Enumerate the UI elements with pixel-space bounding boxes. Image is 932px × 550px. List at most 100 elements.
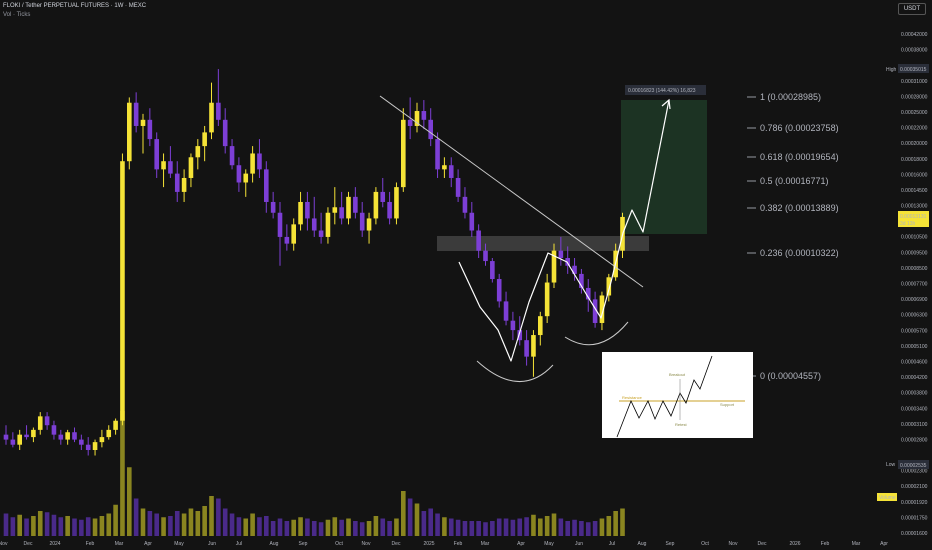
volume-bar [140, 508, 146, 536]
candle-body [366, 218, 372, 231]
volume-bar [353, 521, 358, 536]
volume-tag-box [877, 493, 897, 501]
candle-body [483, 250, 488, 262]
volume-bar [551, 513, 557, 536]
candle-body [318, 230, 324, 237]
fib-label: 0.618 (0.00019654) [760, 152, 839, 162]
candle-body [147, 119, 153, 140]
candle-body [311, 218, 317, 231]
candle-body [24, 434, 29, 438]
candle-body [401, 119, 406, 188]
volume-bar [401, 491, 406, 536]
candle-body [85, 444, 91, 451]
candle-body [127, 102, 132, 162]
volume-bar [318, 522, 324, 536]
low-tag-box [898, 460, 929, 469]
volume-bar [209, 496, 214, 536]
candle-body [92, 442, 98, 451]
candle-body [592, 299, 598, 323]
volume-bar [58, 517, 64, 536]
time-tick-label: Dec [24, 541, 33, 547]
currency-selector[interactable]: USDT [898, 3, 926, 15]
volume-bar [250, 513, 255, 536]
volume-bar [10, 517, 16, 536]
candle-body [524, 340, 529, 357]
price-tick-label: 0.00008500 [901, 266, 928, 272]
time-tick-label: 2026 [789, 541, 800, 547]
current-price-tag [898, 211, 929, 227]
volume-bar [490, 521, 495, 536]
time-tick-label: May [544, 541, 554, 547]
candle-body [407, 119, 413, 126]
volume-bar [496, 518, 502, 536]
candle-body [421, 111, 427, 120]
time-tick-label: 2025 [423, 541, 434, 547]
volume-bar [579, 521, 584, 536]
price-tick-label: 0.00018000 [901, 157, 928, 163]
time-axis: Nov Dec 2024 Feb Mar Apr May Jun Jul Aug Sep Oct Nov… [0, 541, 888, 547]
time-tick-label: Jun [208, 541, 216, 547]
fib-label: 0.786 (0.00023758) [760, 123, 839, 133]
volume-bar [455, 519, 461, 536]
price-tick-label: 0.00003400 [901, 406, 928, 412]
price-tick-label: 0.00014500 [901, 188, 928, 194]
volume-bar [339, 519, 344, 536]
candle-body [161, 161, 166, 170]
time-tick-label: Dec [392, 541, 401, 547]
resistance-zone [437, 236, 649, 251]
volume-bar [51, 514, 57, 536]
volume-bars [3, 411, 625, 536]
volume-bar [442, 517, 447, 536]
candle-body [599, 295, 605, 323]
candle-body [325, 212, 331, 237]
candle-body [585, 287, 591, 300]
candle-body [174, 173, 180, 192]
volume-bar [99, 516, 105, 536]
volume-bar [92, 518, 98, 536]
candle-body [291, 224, 296, 244]
candle-body [154, 139, 159, 170]
volume-bar [65, 516, 70, 536]
volume-bar [421, 511, 427, 536]
volume-bar [24, 518, 29, 536]
candle-body [510, 320, 516, 331]
candle-body [270, 201, 276, 213]
arrow-head-icon [661, 98, 671, 110]
trendline [379, 95, 644, 288]
volume-bar [510, 519, 516, 536]
volume-bar [168, 516, 173, 536]
candle-body [544, 282, 550, 317]
volume-bar [305, 518, 310, 536]
candle-body [202, 132, 207, 147]
candle-body [490, 261, 495, 280]
price-tick-label: 0.00002800 [901, 437, 928, 443]
high-tag-label: High [886, 67, 897, 73]
volume-bar [448, 518, 454, 536]
volume-bar [325, 519, 331, 536]
volume-indicator-label: Vol · Ticks [3, 12, 31, 18]
volume-bar [538, 518, 543, 536]
candle-body [195, 146, 201, 158]
volume-bar [298, 517, 303, 536]
candle-body [181, 177, 187, 192]
volume-bar [202, 506, 207, 536]
inset-support-label: Support [720, 402, 735, 407]
price-tick-label: 0.00005700 [901, 328, 928, 334]
volume-bar [613, 511, 618, 536]
volume-bar [366, 521, 372, 536]
volume-bar [120, 411, 125, 536]
volume-bar [72, 518, 77, 536]
volume-bar [599, 518, 605, 536]
candle-body [496, 279, 502, 302]
candle-body [236, 165, 242, 183]
left-cup-arc [476, 360, 554, 382]
candle-body [51, 425, 57, 435]
candle-body [3, 434, 9, 440]
volume-bar [85, 517, 91, 536]
candle-body [17, 434, 22, 445]
candle-body [140, 119, 146, 126]
candle-body [476, 230, 481, 251]
time-tick-label: Jun [575, 541, 583, 547]
low-tag-value: 0.00002535 [900, 463, 927, 469]
